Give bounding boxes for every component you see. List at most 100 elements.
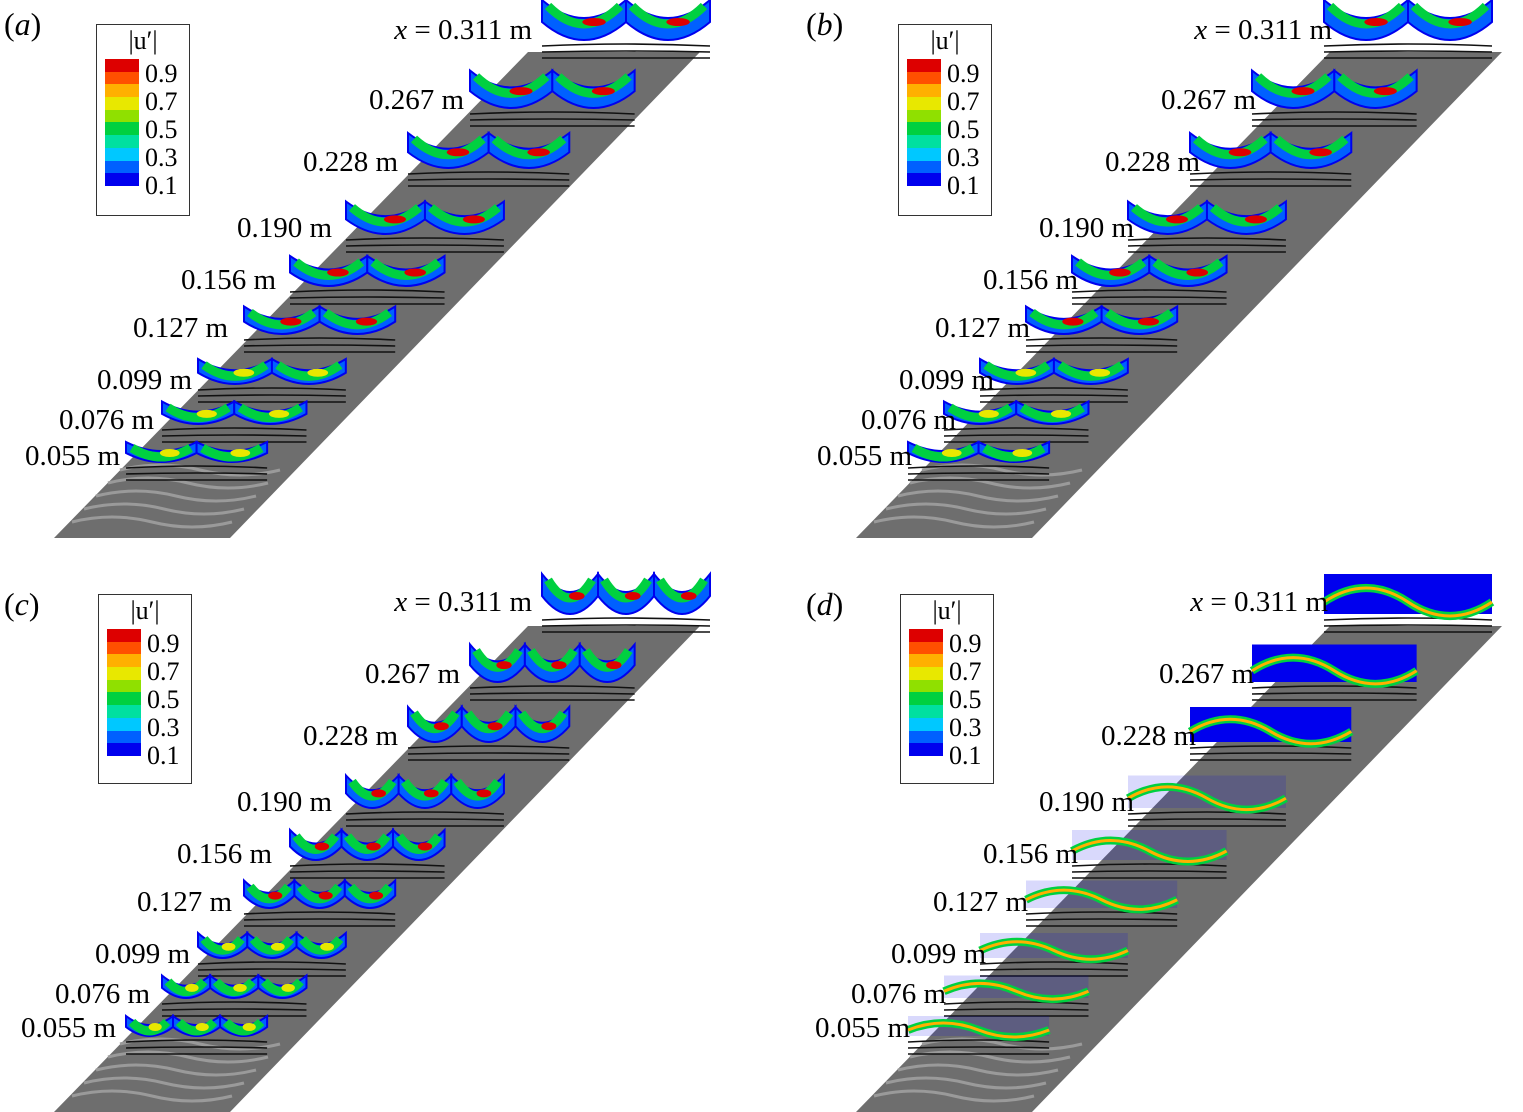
isoline xyxy=(161,1008,307,1011)
slice-label: 0.076 m xyxy=(58,404,154,436)
plate-a xyxy=(54,0,711,538)
slice-label: x = 0.311 m xyxy=(394,14,532,46)
legend-tick: 0.7 xyxy=(145,87,178,116)
legend-tick: 0.1 xyxy=(145,171,178,200)
slice-label: 0.267 m xyxy=(1160,84,1256,116)
legend-tick: 0.7 xyxy=(147,657,180,686)
uprime-slice xyxy=(289,827,446,879)
isoline xyxy=(289,289,445,293)
isoline xyxy=(907,465,1050,469)
contour-band xyxy=(129,444,193,462)
contour-band xyxy=(128,1018,171,1036)
contour-band xyxy=(322,308,392,330)
peak-contour xyxy=(366,842,381,851)
contour-band xyxy=(428,204,501,227)
isoline xyxy=(907,1039,1050,1043)
uprime-slice xyxy=(289,254,446,305)
roughness-element xyxy=(873,1089,1035,1103)
legend-tick: 0.7 xyxy=(947,87,980,116)
plate-d xyxy=(856,574,1502,1112)
isoline xyxy=(469,685,635,689)
isoline xyxy=(979,968,1128,971)
uprime-slice xyxy=(942,975,1091,1017)
peak-contour xyxy=(624,592,641,600)
isoline xyxy=(1251,692,1417,695)
isoline xyxy=(289,296,445,299)
uprime-slice xyxy=(1189,130,1353,187)
slice-label: 0.156 m xyxy=(180,264,276,296)
isoline xyxy=(541,624,711,627)
plate-c xyxy=(54,571,711,1112)
peak-contour xyxy=(1050,409,1072,418)
uprime-slice xyxy=(1127,199,1287,253)
colorbar-legend: |u′| 0.9 0.7 0.5 0.3 0.1 xyxy=(96,24,190,216)
uprime-slice xyxy=(1321,574,1495,633)
peak-contour xyxy=(196,409,217,418)
legend-tick: 0.7 xyxy=(949,657,982,686)
legend-title: |u′| xyxy=(130,596,160,625)
contour-band xyxy=(249,935,295,955)
uprime-slice xyxy=(979,357,1129,403)
contour-band xyxy=(222,1018,265,1036)
contour-band xyxy=(983,361,1051,381)
slice-label: 0.267 m xyxy=(364,658,460,690)
peak-contour xyxy=(280,317,302,326)
contour-band xyxy=(1127,785,1287,812)
colorbar-legend: |u′| 0.9 0.7 0.5 0.3 0.1 xyxy=(900,594,994,784)
legend-title: |u′| xyxy=(930,26,960,55)
peak-contour xyxy=(230,449,251,457)
isoline xyxy=(1071,289,1227,293)
peak-contour xyxy=(1309,148,1332,157)
isoline xyxy=(1127,244,1286,247)
colorbar xyxy=(909,629,943,756)
contour-band xyxy=(1057,361,1125,381)
peak-contour xyxy=(242,1023,256,1031)
uprime-slice xyxy=(541,571,711,633)
colorbar-legend: |u′| 0.9 0.7 0.5 0.3 0.1 xyxy=(898,24,992,216)
contour-band xyxy=(410,710,460,734)
peak-contour xyxy=(1109,268,1131,277)
peak-contour xyxy=(268,409,290,418)
peak-contour xyxy=(1373,87,1397,96)
colorbar-legend: |u′| 0.9 0.7 0.5 0.3 0.1 xyxy=(98,594,192,784)
peak-contour xyxy=(666,18,690,26)
colorbar xyxy=(907,59,941,186)
uprime-slice xyxy=(345,199,505,253)
roughness-element xyxy=(107,476,269,490)
isoline xyxy=(1127,237,1286,241)
uprime-slice xyxy=(907,440,1051,481)
contour-band xyxy=(1104,308,1174,330)
contour-band xyxy=(370,258,442,280)
peak-contour xyxy=(320,942,335,951)
peak-contour xyxy=(606,661,622,670)
isoline xyxy=(1323,43,1493,47)
contour-band xyxy=(1323,586,1493,618)
peak-contour xyxy=(423,789,439,798)
isoline xyxy=(161,427,307,431)
roughness-element xyxy=(885,1076,1047,1090)
peak-contour xyxy=(1012,449,1033,457)
legend-tick: 0.5 xyxy=(947,115,980,144)
peak-contour xyxy=(1089,368,1111,377)
isoline xyxy=(1251,685,1417,689)
contour-band xyxy=(1337,73,1414,98)
contour-band xyxy=(1324,574,1492,614)
contour-band xyxy=(911,444,975,462)
slice-label: 0.267 m xyxy=(368,84,464,116)
legend-title: |u′| xyxy=(932,596,962,625)
legend-tick: 0.3 xyxy=(145,143,178,172)
slice-label: x = 0.311 m xyxy=(394,586,532,618)
peak-contour xyxy=(314,842,330,851)
isoline xyxy=(243,344,396,347)
panel-label-b: (b) xyxy=(806,6,844,42)
isoline xyxy=(407,752,570,755)
slice-label: 0.055 m xyxy=(814,1012,910,1044)
isoline xyxy=(1251,111,1417,115)
peak-contour xyxy=(1228,148,1252,157)
contour-band xyxy=(349,204,422,227)
peak-contour xyxy=(1244,215,1267,224)
isoline xyxy=(289,870,445,873)
peak-contour xyxy=(1186,268,1209,277)
roughness-element xyxy=(897,489,1059,503)
slice-label: 0.055 m xyxy=(816,440,912,472)
